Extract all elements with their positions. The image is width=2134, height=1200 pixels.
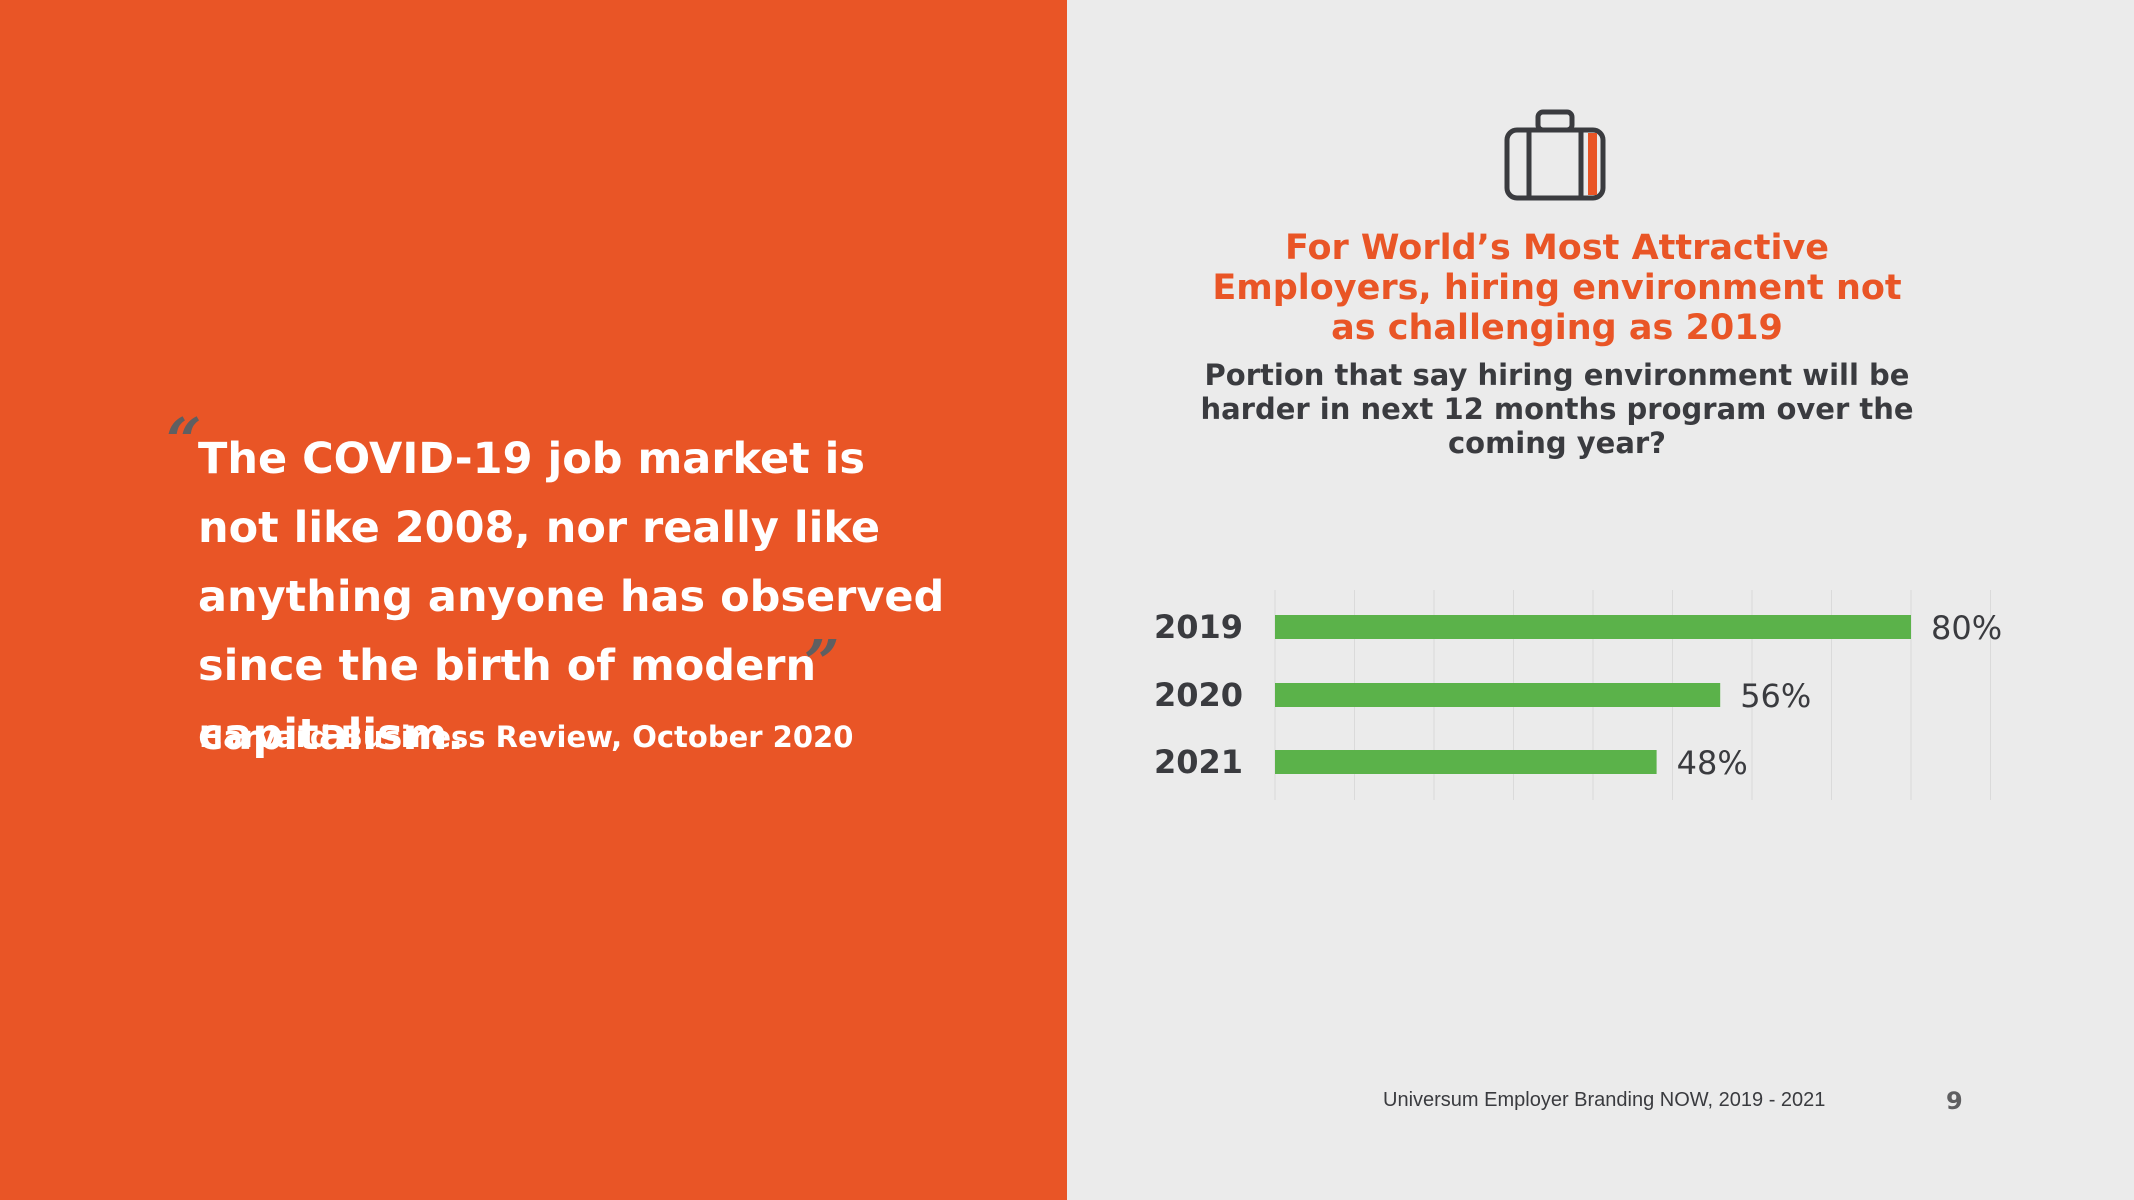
value-label: 48% (1677, 744, 1748, 782)
quote-source: Harvard Business Review, October 2020 (199, 720, 854, 754)
value-label: 56% (1740, 677, 1811, 715)
close-quote-mark: ” (804, 626, 840, 699)
quote-text: The COVID-19 job market is not like 2008… (198, 434, 945, 760)
category-label: 2019 (1154, 608, 1243, 646)
bar (1275, 615, 1911, 639)
bar (1275, 750, 1657, 774)
chart-subtitle: Portion that say hiring environment will… (1200, 358, 1914, 460)
footer-text: Universum Employer Branding NOW, 2019 - … (1383, 1089, 1826, 1111)
value-label: 80% (1931, 609, 2002, 647)
bar (1275, 683, 1721, 707)
page-number: 9 (1946, 1087, 1963, 1115)
open-quote-mark: “ (166, 404, 202, 477)
chart-panel (1067, 0, 2134, 1200)
bar-chart: 2019 80% 2020 56% 2021 48% (1140, 580, 2071, 814)
briefcase-icon (1500, 108, 1610, 204)
category-label: 2020 (1154, 676, 1243, 714)
chart-title: For World’s Most Attractive Employers, h… (1212, 228, 1902, 348)
category-label: 2021 (1154, 743, 1243, 781)
bar-chart-svg: 2019 80% 2020 56% 2021 48% (1154, 590, 2071, 800)
quote-panel: “ The COVID-19 job market is not like 20… (0, 0, 1067, 1200)
